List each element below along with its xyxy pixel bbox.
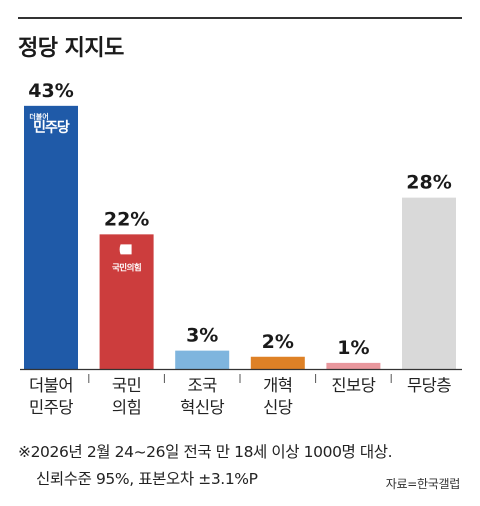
bar [250, 356, 305, 369]
bar [175, 350, 230, 369]
ppp-logo-icon [119, 244, 132, 255]
value-label: 43% [28, 80, 73, 102]
chart-title: 정당 지지도 [18, 36, 124, 61]
category-label: 의힘 [112, 398, 141, 417]
value-label: 3% [186, 325, 218, 347]
party-logo-text: 국민의힘 [112, 262, 141, 273]
party-logo-small-text: 더불어 [29, 112, 48, 121]
bar [99, 234, 154, 369]
value-label: 2% [262, 331, 294, 353]
source-credit: 자료=한국갤럽 [385, 477, 461, 491]
footnote-confidence: 신뢰수준 95%, 표본오차 ±3.1%P [36, 470, 258, 488]
category-label: 신당 [263, 398, 293, 417]
top-rule [18, 17, 462, 19]
value-label: 1% [337, 337, 369, 359]
category-label: 진보당 [331, 376, 375, 395]
category-label: 혁신당 [180, 398, 224, 417]
category-label: 개혁 [263, 376, 292, 395]
party-logo-text: 민주당 [33, 119, 70, 136]
bar [402, 197, 456, 369]
value-label: 28% [406, 172, 451, 194]
category-label: 민주당 [29, 398, 73, 417]
footnote-survey: ※2026년 2월 24~26일 전국 만 18세 이상 1000명 대상. [18, 443, 393, 461]
value-label: 22% [104, 208, 149, 230]
bar [24, 105, 78, 369]
category-label: 조국 [188, 376, 218, 395]
bar [326, 362, 381, 369]
category-label: 국민 [112, 376, 141, 395]
category-label: 무당층 [407, 376, 451, 395]
category-label: 더불어 [29, 376, 73, 395]
